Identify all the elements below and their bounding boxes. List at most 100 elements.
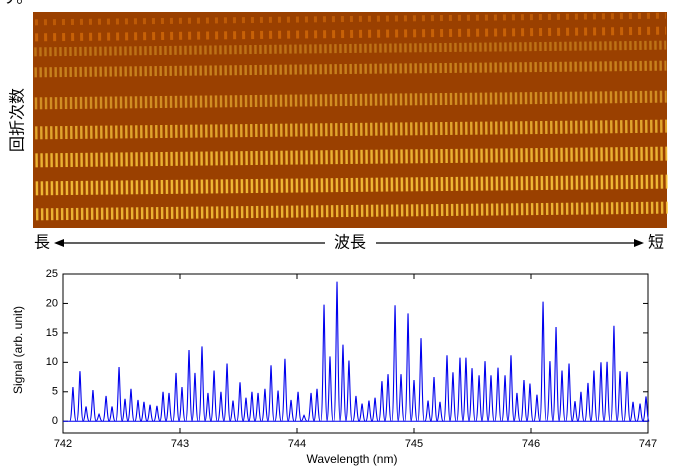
spectral-peak — [159, 391, 167, 422]
spectral-peak — [95, 412, 103, 422]
spectral-peak — [191, 372, 199, 422]
x-tick-label: 743 — [171, 438, 189, 450]
spectral-peak — [242, 397, 250, 422]
spectral-peak — [397, 374, 405, 422]
spectral-peak — [140, 401, 148, 422]
spectral-peak — [127, 388, 135, 422]
spectral-peak — [384, 374, 392, 422]
spectral-peak — [204, 392, 212, 422]
spectral-peak — [236, 382, 244, 422]
spectral-peak — [436, 401, 444, 422]
spectral-peak — [623, 371, 631, 422]
spectral-peak — [584, 382, 592, 422]
x-tick-label: 747 — [639, 438, 657, 450]
echellogram-image — [31, 12, 668, 228]
spectral-peak — [468, 368, 476, 422]
spectral-peak — [89, 389, 97, 422]
spectral-peak — [178, 387, 186, 422]
spectral-peak — [378, 381, 386, 422]
spectral-peak — [134, 399, 142, 422]
spectral-peak — [274, 390, 282, 422]
spectral-peak — [229, 400, 237, 422]
spectral-peak — [69, 387, 77, 422]
spectral-peak — [320, 304, 328, 422]
spectral-peak — [417, 338, 425, 422]
spectral-peak — [82, 406, 90, 422]
spectral-peak — [577, 391, 585, 422]
spectral-peak — [590, 370, 598, 422]
spectral-peak — [462, 357, 470, 422]
x-tick-label: 742 — [54, 438, 72, 450]
spectral-peak — [391, 305, 399, 422]
x-tick-label: 746 — [522, 438, 540, 450]
y-tick-label: 25 — [46, 268, 58, 280]
x-tick-label: 744 — [288, 438, 306, 450]
spectral-peak — [571, 401, 579, 422]
spectral-peak — [610, 325, 618, 422]
spectral-peak — [443, 355, 451, 422]
short-label: 短 — [648, 233, 664, 252]
spectral-peak — [102, 395, 110, 422]
spectral-peak — [223, 363, 231, 422]
spectral-peak — [345, 360, 353, 422]
spectral-peak — [108, 406, 116, 422]
spectral-peak — [410, 379, 418, 422]
y-tick-label: 20 — [46, 297, 58, 309]
plot-frame — [62, 273, 649, 434]
spectral-peak — [172, 372, 180, 422]
spectral-peak — [546, 361, 554, 422]
wavelength-label: 波長 — [334, 233, 366, 252]
spectral-peak — [294, 391, 302, 422]
spectral-peak — [487, 375, 495, 422]
spectral-peak — [217, 391, 225, 422]
y-axis-label: Signal (arb. unit) — [11, 306, 25, 394]
y-tick-label: 0 — [52, 415, 58, 427]
spectral-peak — [494, 367, 502, 422]
spectral-peak — [326, 356, 334, 422]
spectral-peak — [481, 361, 489, 422]
long-label: 長 — [34, 233, 50, 252]
spectral-peak — [558, 370, 566, 422]
top-fragment: す。 — [2, 0, 32, 7]
spectral-peak — [281, 358, 289, 422]
y-tick-label: 15 — [46, 327, 58, 339]
spectral-peak — [165, 392, 173, 422]
spectral-peak — [115, 367, 123, 422]
spectral-peak — [520, 379, 528, 422]
spectral-peak — [153, 405, 161, 422]
spectral-peak — [552, 326, 560, 422]
spectral-peak — [185, 349, 193, 422]
spectral-peak — [404, 313, 412, 422]
spectral-peak — [636, 403, 644, 422]
arrow — [54, 239, 644, 247]
spectral-peak — [313, 388, 321, 422]
x-axis-label: Wavelength (nm) — [307, 452, 398, 466]
spectral-peak — [616, 371, 624, 422]
spectral-peak — [526, 383, 534, 422]
spectral-peak — [539, 301, 547, 422]
spectral-peak — [603, 361, 611, 422]
y-tick-label: 5 — [52, 386, 58, 398]
spectral-peak — [121, 398, 129, 422]
spectral-peak — [300, 414, 308, 422]
spectral-peak — [248, 391, 256, 422]
spectral-peak — [261, 388, 269, 422]
spectral-peak — [352, 395, 360, 422]
spectral-peak — [565, 363, 573, 422]
spectral-peak — [501, 375, 509, 422]
y-tick-label: 10 — [46, 356, 58, 368]
spectral-peak — [287, 399, 295, 422]
spectral-peak — [642, 396, 650, 422]
spectral-peak — [358, 403, 366, 422]
spectral-peak — [475, 375, 483, 422]
spectral-peak — [629, 401, 637, 422]
spectral-peak — [146, 404, 154, 422]
spectral-peak — [456, 357, 464, 422]
spectral-peak — [597, 362, 605, 422]
spectral-peak — [339, 344, 347, 422]
spectral-peak — [198, 346, 206, 422]
spectral-peak — [76, 371, 84, 422]
spectral-peak — [513, 392, 521, 422]
spectral-peak — [254, 392, 262, 422]
